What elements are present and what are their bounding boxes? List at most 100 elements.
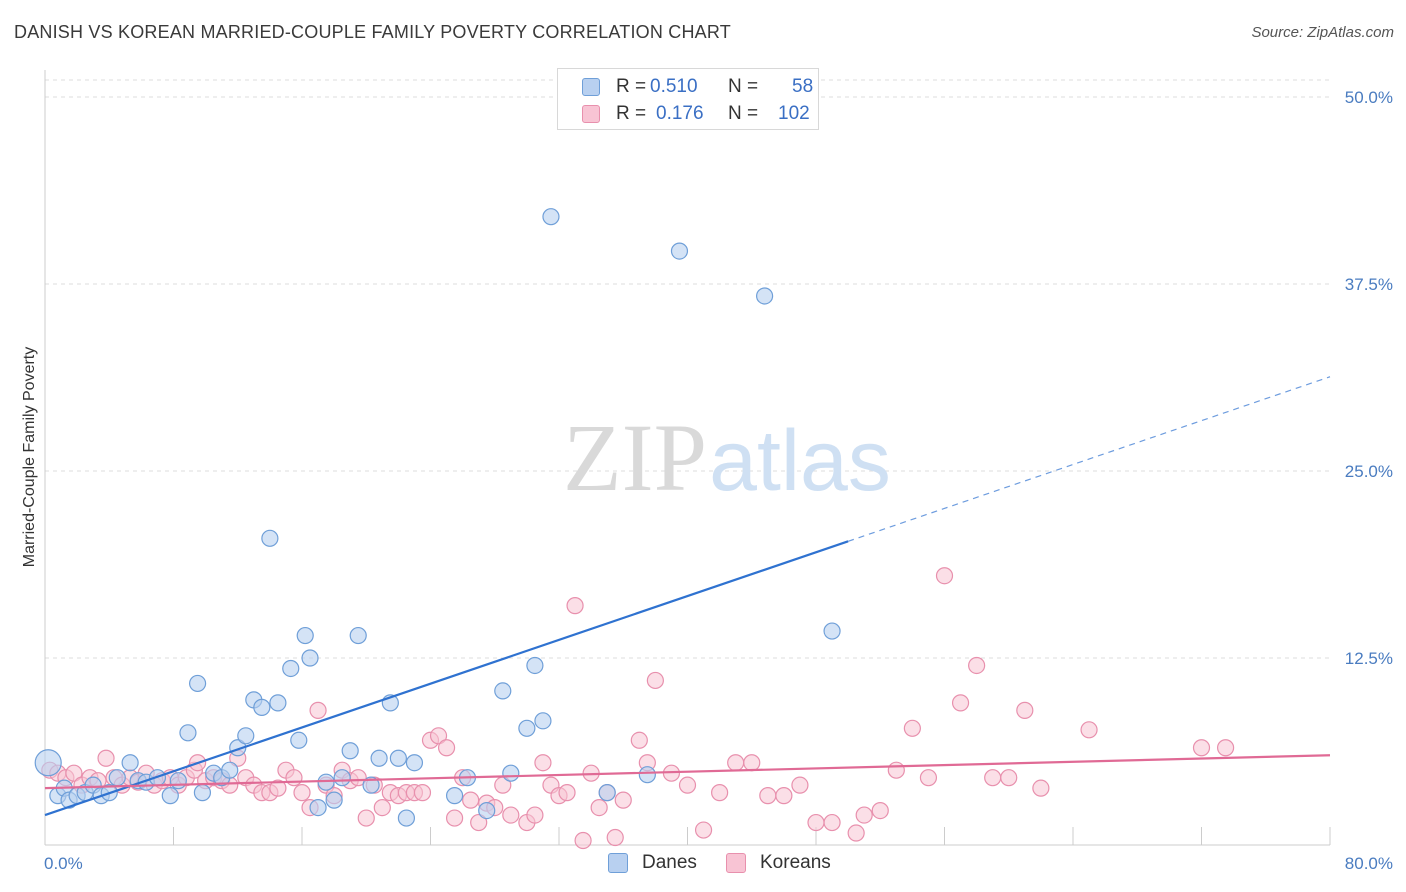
y-tick-label-3: 50.0% [1345, 88, 1393, 107]
korean-point-32 [293, 784, 311, 802]
dane-point-48 [502, 764, 520, 782]
legend-swatch-koreans [582, 105, 600, 123]
korean-point-87 [855, 806, 873, 824]
y-tick-label-0: 12.5% [1345, 649, 1393, 668]
korean-point-58 [502, 806, 520, 824]
y-tick-label-2: 37.5% [1345, 275, 1393, 294]
dane-point-17 [188, 674, 207, 693]
dane-point-0 [34, 749, 62, 777]
korean-point-79 [727, 754, 745, 772]
korean-point-74 [646, 671, 664, 690]
dane-point-38 [362, 776, 380, 794]
korean-point-31 [285, 769, 303, 787]
korean-point-90 [903, 719, 921, 737]
korean-point-93 [951, 694, 970, 712]
korean-point-97 [1016, 701, 1034, 719]
dane-point-18 [193, 784, 212, 802]
korean-point-88 [871, 801, 889, 820]
watermark-zip: ZIP [563, 404, 707, 511]
y-tick-labels: 12.5% 25.0% 37.5% 50.0% [1345, 88, 1393, 668]
dane-point-44 [445, 787, 464, 805]
dane-point-53 [598, 784, 616, 802]
watermark-atlas: atlas [709, 413, 891, 509]
dane-point-21 [221, 761, 239, 779]
korean-point-80 [743, 754, 761, 772]
dane-point-32 [309, 798, 327, 817]
x-tick-label-min: 0.0% [44, 854, 83, 873]
korean-point-84 [807, 813, 825, 832]
korean-point-66 [574, 831, 592, 850]
dane-point-46 [478, 801, 496, 820]
legend-item-danes[interactable]: Danes [608, 852, 697, 874]
korean-point-82 [775, 787, 793, 805]
legend-n-value-danes: 58 [792, 76, 814, 97]
legend-r-value-koreans: 0.176 [656, 103, 704, 124]
dane-point-30 [296, 626, 314, 645]
korean-point-98 [1032, 779, 1050, 797]
korean-point-7 [97, 749, 115, 767]
dane-point-51 [534, 712, 552, 730]
gridlines [45, 79, 1330, 659]
dane-point-25 [253, 698, 271, 716]
korean-point-76 [678, 776, 697, 794]
korean-point-92 [935, 567, 954, 585]
legend-swatch-danes [582, 78, 600, 96]
dane-point-9 [108, 769, 126, 787]
legend-row-danes: R = 0.510 N = 58 [582, 75, 813, 99]
korean-point-34 [309, 701, 327, 719]
korean-point-96 [1000, 769, 1018, 787]
korean-point-50 [437, 739, 456, 757]
korean-point-83 [791, 776, 809, 794]
chart-title: DANISH VS KOREAN MARRIED-COUPLE FAMILY P… [14, 22, 731, 42]
legend-swatch-koreans [726, 853, 746, 873]
dane-point-50 [526, 656, 544, 675]
korean-point-40 [357, 809, 375, 827]
korean-point-3 [65, 764, 83, 782]
legend-label-danes: Danes [642, 852, 697, 873]
korean-point-100 [1192, 739, 1211, 757]
korean-point-54 [470, 813, 488, 832]
legend-item-koreans[interactable]: Koreans [726, 852, 831, 874]
trend-lines [44, 376, 1331, 817]
korean-point-51 [445, 809, 464, 827]
dane-point-31 [301, 649, 319, 667]
dane-point-36 [341, 742, 359, 760]
dane-point-16 [179, 724, 197, 742]
korean-point-29 [269, 779, 287, 797]
legend-r-value-danes: 0.510 [650, 76, 698, 97]
dane-point-15 [169, 772, 187, 790]
dane-point-28 [282, 659, 300, 678]
dane-point-56 [755, 287, 774, 305]
legend-label-koreans: Koreans [760, 852, 831, 873]
legend-row-koreans: R = 0.176 N = 102 [582, 102, 810, 126]
korean-point-70 [606, 828, 624, 847]
korean-point-68 [590, 798, 608, 817]
korean-point-89 [887, 761, 905, 779]
dane-point-55 [670, 242, 689, 260]
dane-point-49 [518, 719, 536, 737]
dane-point-57 [823, 622, 841, 640]
x-tick-labels: 0.0% 80.0% [44, 854, 1393, 873]
legend-n-label: N = [728, 103, 759, 124]
dane-point-29 [290, 731, 308, 749]
legend-n-value-koreans: 102 [778, 103, 810, 124]
korean-point-72 [630, 731, 648, 749]
legend-r-label: R = [616, 103, 647, 124]
dane-point-37 [349, 626, 367, 645]
correlation-legend: R = 0.510 N = 58 R = 0.176 N = 102 [557, 68, 819, 130]
series-legend: Danes Koreans [0, 852, 1406, 876]
danes-trend-line [44, 540, 849, 817]
korean-point-64 [558, 784, 576, 802]
dane-point-23 [237, 727, 255, 745]
y-axis-label: Married-Couple Family Poverty [21, 347, 38, 568]
korean-point-49 [429, 727, 448, 745]
dane-point-43 [405, 754, 424, 772]
dane-point-39 [370, 749, 388, 767]
legend-swatch-danes [608, 853, 628, 873]
korean-point-60 [526, 806, 544, 824]
series-koreans-points [41, 567, 1235, 850]
korean-point-42 [373, 798, 391, 817]
korean-point-99 [1080, 721, 1098, 739]
korean-point-47 [413, 784, 432, 802]
